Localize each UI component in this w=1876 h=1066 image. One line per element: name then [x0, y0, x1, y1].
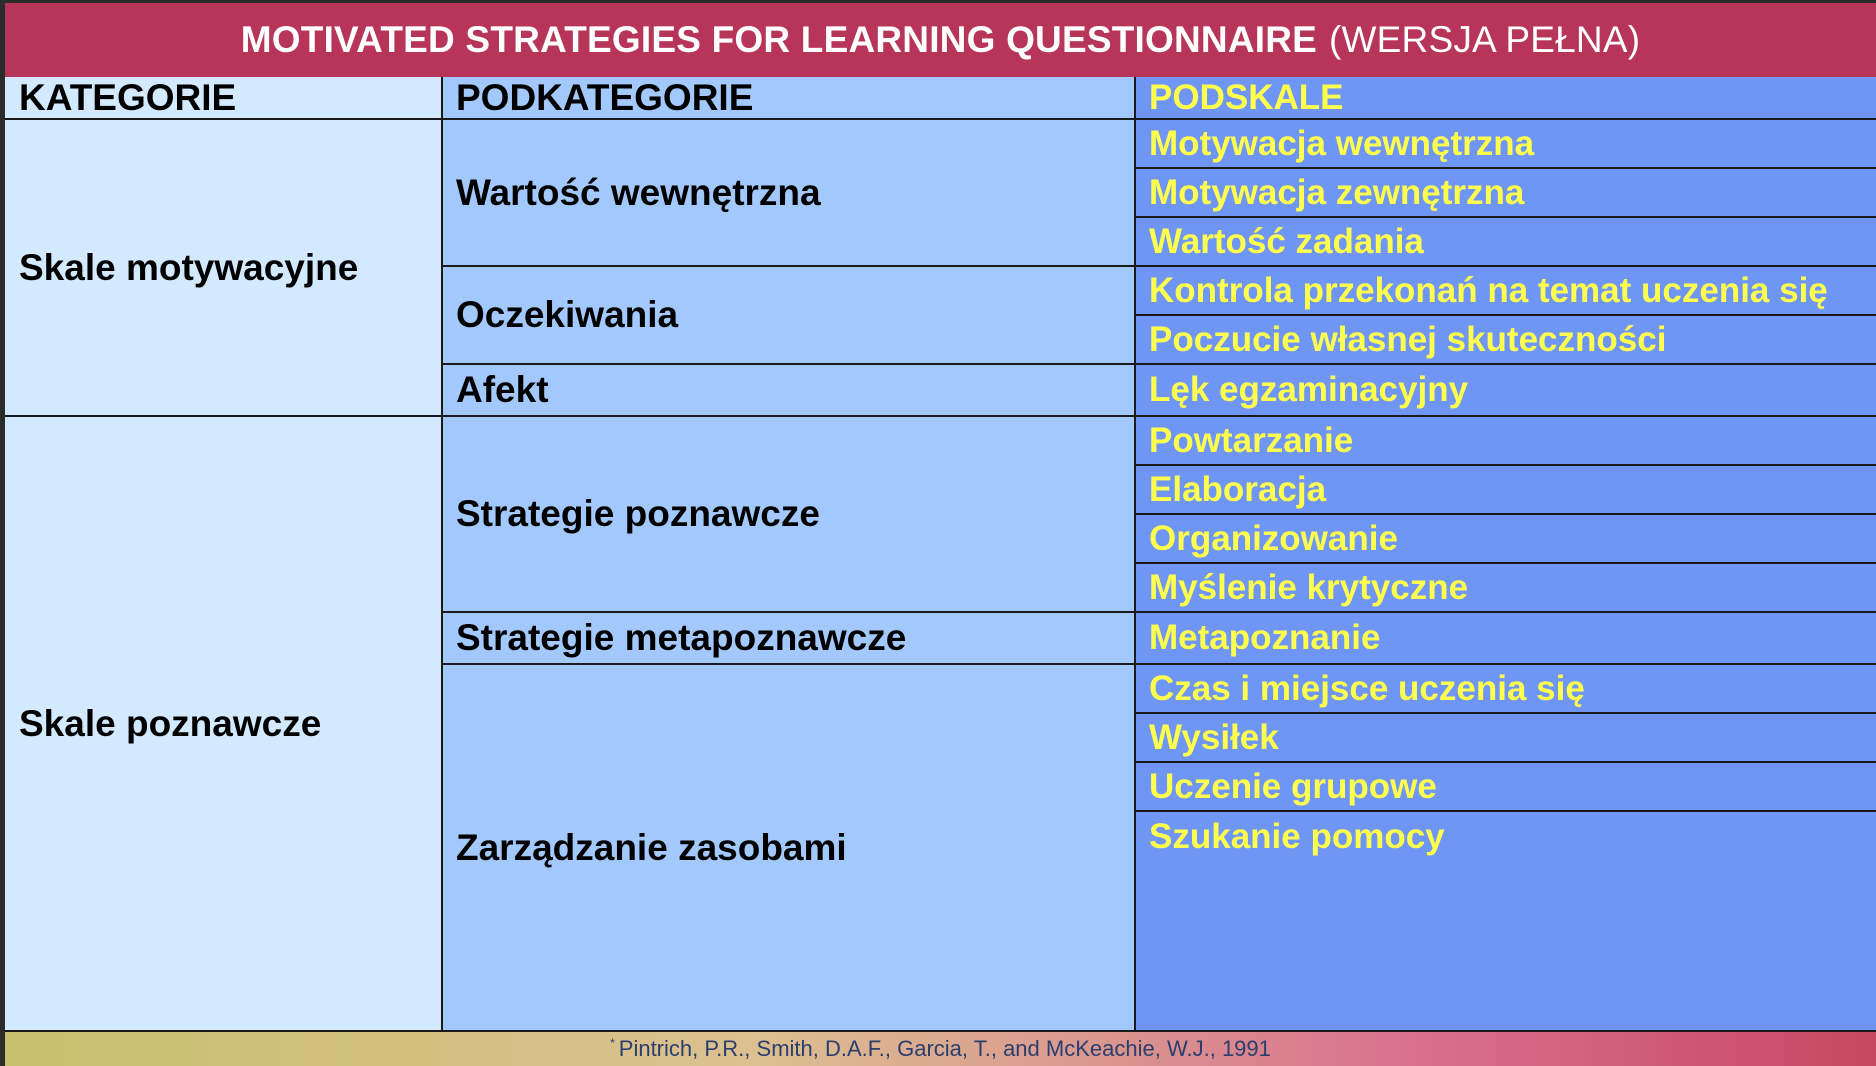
citation-footer: * Pintrich, P.R., Smith, D.A.F., Garcia,… [5, 1032, 1876, 1066]
podkategoria-cell: Strategie metapoznawcze [442, 612, 1135, 664]
row-divider [1135, 513, 1876, 515]
podskala-cell: Myślenie krytyczne [1135, 563, 1876, 612]
podskala-cell: Wartość zadania [1135, 217, 1876, 266]
podskala-cell: Lęk egzaminacyjny [1135, 364, 1876, 416]
podskala-cell: Wysiłek [1135, 713, 1876, 762]
podkategoria-cell: Wartość wewnętrzna [442, 119, 1135, 266]
row-divider [1135, 167, 1876, 169]
column-divider [1134, 77, 1136, 1032]
row-divider [1135, 464, 1876, 466]
podskala-cell: Elaboracja [1135, 465, 1876, 514]
podskala-cell: Uczenie grupowe [1135, 762, 1876, 811]
row-divider [442, 265, 1876, 267]
podskala-cell: Metapoznanie [1135, 612, 1876, 664]
row-divider [5, 415, 1876, 417]
podskala-cell: Czas i miejsce uczenia się [1135, 664, 1876, 713]
header-podkategorie: PODKATEGORIE [442, 77, 1135, 119]
table-bottom-border [5, 1030, 1876, 1032]
row-divider [1135, 216, 1876, 218]
kategoria-cell: Skale poznawcze [5, 416, 442, 1032]
podkategoria-cell: Oczekiwania [442, 266, 1135, 364]
podkategoria-cell: Strategie poznawcze [442, 416, 1135, 612]
row-divider [442, 363, 1876, 365]
footnote-mark: * [610, 1036, 615, 1050]
header-kategorie: KATEGORIE [5, 77, 442, 119]
podskala-cell: Motywacja zewnętrzna [1135, 168, 1876, 217]
row-divider [442, 663, 1876, 665]
podkategoria-cell: Zarządzanie zasobami [442, 664, 1135, 1032]
podskala-cell: Powtarzanie [1135, 416, 1876, 465]
page-title: MOTIVATED STRATEGIES FOR LEARNING QUESTI… [5, 3, 1876, 77]
row-divider [5, 118, 1876, 120]
row-divider [1135, 810, 1876, 812]
row-divider [1135, 712, 1876, 714]
citation-text: Pintrich, P.R., Smith, D.A.F., Garcia, T… [618, 1036, 1271, 1061]
row-divider [1135, 562, 1876, 564]
row-divider [1135, 314, 1876, 316]
podkategoria-cell: Afekt [442, 364, 1135, 416]
podskala-cell: Kontrola przekonań na temat uczenia się [1135, 266, 1876, 315]
podskala-cell: Poczucie własnej skuteczności [1135, 315, 1876, 364]
categories-table: KATEGORIE PODKATEGORIE PODSKALE Skale mo… [5, 77, 1876, 1032]
header-podskale: PODSKALE [1135, 77, 1876, 119]
row-divider [1135, 761, 1876, 763]
podskala-cell: Organizowanie [1135, 514, 1876, 563]
title-sub: (WERSJA PEŁNA) [1329, 19, 1641, 60]
column-divider [441, 77, 443, 1032]
row-divider [442, 611, 1876, 613]
podskala-cell: Szukanie pomocy [1135, 811, 1876, 1032]
podskala-cell: Motywacja wewnętrzna [1135, 119, 1876, 168]
kategoria-cell: Skale motywacyjne [5, 119, 442, 416]
msql-table-slide: MOTIVATED STRATEGIES FOR LEARNING QUESTI… [5, 3, 1876, 1066]
title-main: MOTIVATED STRATEGIES FOR LEARNING QUESTI… [240, 19, 1318, 60]
